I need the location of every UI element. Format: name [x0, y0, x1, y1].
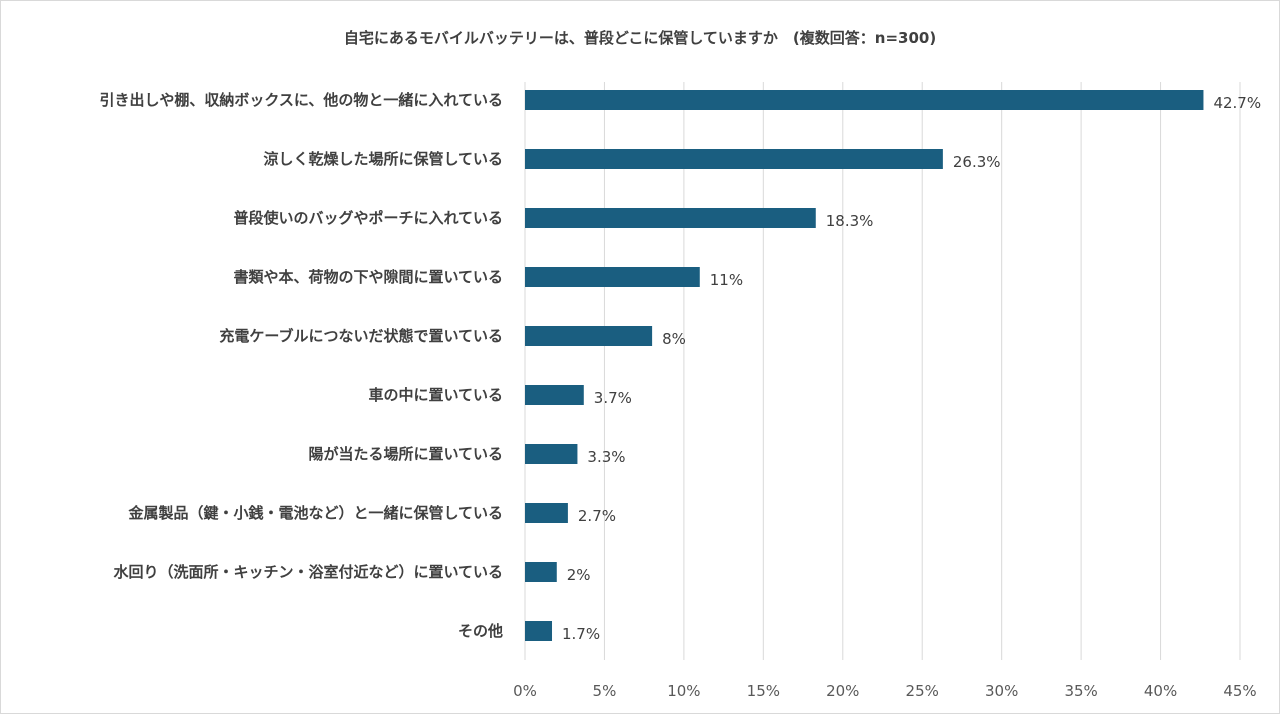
x-tick-label: 20% [826, 682, 859, 700]
data-label: 3.3% [587, 448, 625, 466]
x-tick-label: 35% [1064, 682, 1097, 700]
data-label: 3.7% [594, 389, 632, 407]
data-label: 2% [567, 566, 591, 584]
category-label: 金属製品（鍵・小銭・電池など）と一緒に保管している [127, 504, 503, 522]
category-label: 水回り（洗面所・キッチン・浴室付近など）に置いている [113, 563, 503, 581]
x-tick-label: 15% [747, 682, 780, 700]
bar [525, 326, 653, 346]
chart-title: 自宅にあるモバイルバッテリーは、普段どこに保管していますか (複数回答：n=30… [343, 29, 937, 47]
category-label: 引き出しや棚、収納ボックスに、他の物と一緒に入れている [99, 91, 503, 109]
bar [525, 562, 557, 582]
x-tick-label: 10% [667, 682, 700, 700]
x-tick-label: 30% [985, 682, 1018, 700]
data-label: 8% [662, 330, 686, 348]
category-label: 充電ケーブルにつないだ状態で置いている [219, 327, 503, 345]
data-label: 26.3% [953, 153, 1001, 171]
bar [525, 444, 578, 464]
bar [525, 503, 568, 523]
bar [525, 267, 700, 287]
data-label: 11% [710, 271, 743, 289]
bar [525, 90, 1204, 110]
bar [525, 385, 584, 405]
x-tick-label: 45% [1223, 682, 1256, 700]
category-label: 普段使いのバッグやポーチに入れている [233, 209, 503, 227]
bar [525, 149, 943, 169]
bar [525, 621, 553, 641]
category-label: 書類や本、荷物の下や隙間に置いている [233, 268, 503, 286]
x-tick-label: 5% [593, 682, 617, 700]
x-tick-label: 0% [513, 682, 537, 700]
data-label: 42.7% [1213, 94, 1261, 112]
category-label: その他 [458, 622, 503, 640]
data-label: 2.7% [578, 507, 616, 525]
x-tick-label: 25% [906, 682, 939, 700]
category-label: 陽が当たる場所に置いている [308, 445, 503, 463]
data-label: 18.3% [826, 212, 874, 230]
category-label: 車の中に置いている [368, 386, 503, 404]
x-tick-label: 40% [1144, 682, 1177, 700]
bar [525, 208, 816, 228]
data-label: 1.7% [562, 625, 600, 643]
category-label: 涼しく乾燥した場所に保管している [263, 150, 503, 168]
